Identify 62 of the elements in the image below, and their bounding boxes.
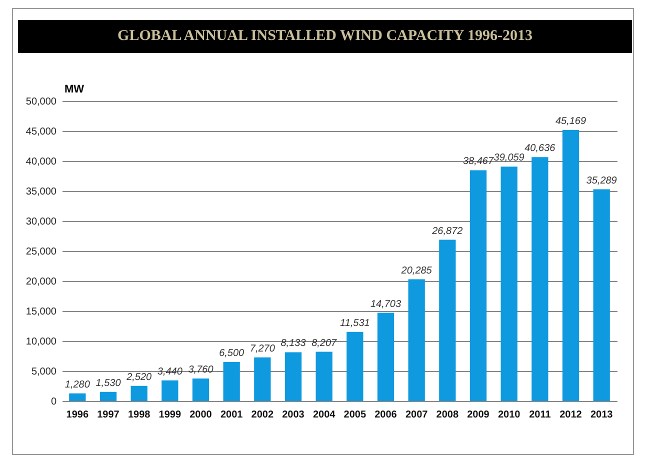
x-tick-label: 2013 [590,410,614,420]
y-tick-label: 25,000 [26,246,57,258]
x-tick-label: 2005 [344,410,366,420]
bar [377,312,394,401]
y-tick-label: 15,000 [26,306,57,318]
x-tick-label: 2011 [529,410,552,420]
data-label: 39,059 [494,152,525,164]
bar [316,352,332,401]
data-label: 2,520 [126,372,152,383]
bar [192,378,210,401]
bar [408,279,425,401]
bar [470,170,487,401]
bar [593,189,610,401]
data-label: 1,280 [64,379,90,390]
data-label: 14,703 [370,298,402,310]
x-tick-label: 2000 [190,410,212,420]
data-label: 40,636 [524,143,556,154]
y-tick-label: 5,000 [31,366,57,378]
bar [69,393,86,401]
data-label: 6,500 [219,348,245,359]
x-tick-label: 1999 [158,410,182,420]
bar [254,357,271,401]
x-tick-label: 2012 [560,410,582,420]
data-label: 45,169 [555,116,586,127]
bar [532,157,548,401]
x-tick-label: 2002 [251,410,274,420]
x-tick-label: 1997 [97,410,120,420]
bar [562,130,580,401]
bar [439,240,456,401]
y-tick-label: 45,000 [26,126,57,138]
x-tick-label: 2008 [436,410,459,420]
data-label: 1,530 [96,378,122,389]
chart-title: GLOBAL ANNUAL INSTALLED WIND CAPACITY 1996-2013 [18,20,632,53]
bar [346,332,364,401]
x-tick-label: 2009 [467,410,490,420]
x-tick-label: 2001 [220,410,244,420]
data-label: 35,289 [586,175,618,186]
bar [162,380,178,401]
data-label: 11,531 [340,318,370,329]
x-tick-label: 2010 [498,410,521,420]
y-tick-label: 40,000 [26,156,57,168]
bar [130,386,148,401]
data-label: 20,285 [400,265,432,276]
bar [500,166,518,401]
x-tick-label: 2007 [405,410,428,420]
y-tick-label: 35,000 [26,186,57,198]
x-tick-label: 2004 [312,410,336,420]
data-label: 7,270 [250,343,276,354]
x-tick-label: 2003 [282,410,305,420]
y-axis-title: MW [64,84,85,96]
bar [284,352,302,401]
y-tick-label: 20,000 [26,276,57,288]
bar [223,362,240,401]
y-tick-label: 10,000 [26,336,57,348]
x-tick-label: 1996 [66,410,89,420]
bar [100,392,117,401]
x-tick-label: 1998 [128,410,151,420]
y-tick-label: 30,000 [26,216,57,228]
y-tick-label: 0 [50,396,57,408]
y-tick-label: 50,000 [26,96,57,108]
x-tick-label: 2006 [374,410,398,420]
data-label: 26,872 [431,226,464,237]
